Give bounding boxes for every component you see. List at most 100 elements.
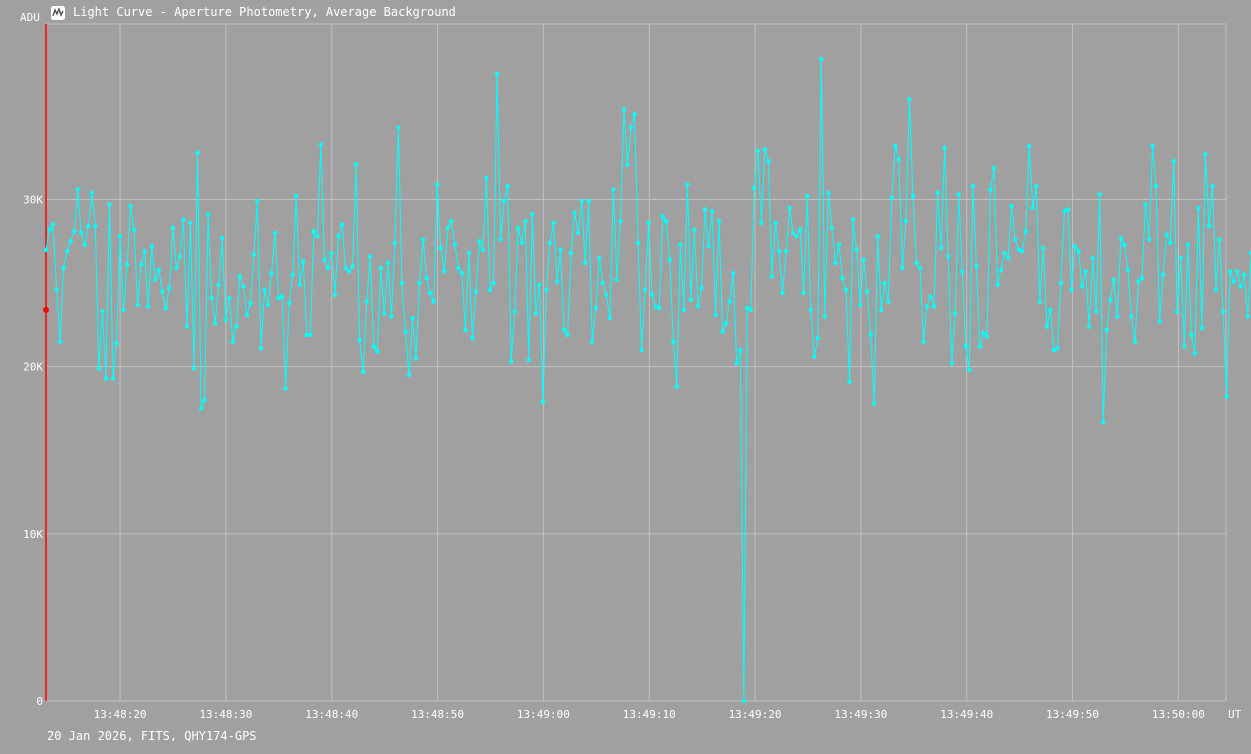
data-point bbox=[431, 299, 436, 304]
data-point bbox=[420, 237, 426, 242]
data-point bbox=[114, 341, 119, 346]
data-point bbox=[639, 347, 644, 353]
data-point bbox=[1238, 284, 1243, 289]
data-point bbox=[759, 220, 764, 226]
data-point bbox=[762, 147, 768, 152]
data-point bbox=[657, 306, 662, 311]
data-point bbox=[776, 249, 782, 254]
data-point bbox=[1203, 152, 1208, 157]
data-point bbox=[840, 275, 845, 281]
data-point bbox=[1185, 242, 1191, 247]
data-point bbox=[709, 209, 715, 214]
data-point bbox=[297, 282, 302, 287]
data-point bbox=[530, 212, 535, 217]
data-point bbox=[251, 252, 257, 257]
data-point bbox=[392, 240, 398, 246]
data-point bbox=[533, 311, 539, 316]
data-point bbox=[1016, 247, 1021, 252]
data-point bbox=[1065, 207, 1071, 212]
data-point bbox=[1108, 297, 1113, 302]
data-point bbox=[1051, 347, 1057, 353]
data-point bbox=[635, 240, 641, 246]
data-point bbox=[445, 225, 450, 231]
data-point bbox=[50, 222, 56, 227]
data-point bbox=[854, 247, 859, 252]
data-point bbox=[688, 297, 694, 302]
data-point bbox=[54, 287, 59, 292]
data-point bbox=[967, 367, 972, 373]
data-point bbox=[1072, 244, 1078, 249]
data-point bbox=[699, 285, 704, 291]
data-point bbox=[991, 165, 997, 170]
data-point bbox=[953, 311, 958, 316]
data-point bbox=[322, 257, 327, 262]
data-point bbox=[660, 214, 665, 219]
data-point bbox=[734, 361, 739, 366]
data-point bbox=[501, 199, 507, 204]
data-point bbox=[1217, 237, 1222, 242]
data-point bbox=[1164, 232, 1169, 237]
data-point bbox=[110, 376, 116, 381]
x-tick-label: 13:49:10 bbox=[623, 708, 676, 721]
data-point bbox=[1122, 242, 1127, 247]
data-point bbox=[484, 175, 489, 180]
data-point bbox=[82, 242, 88, 247]
data-point bbox=[1150, 143, 1155, 149]
data-point bbox=[1168, 240, 1173, 246]
data-point bbox=[220, 235, 225, 241]
data-point bbox=[1178, 255, 1184, 261]
data-point bbox=[96, 366, 102, 371]
data-point bbox=[505, 183, 510, 189]
data-point bbox=[456, 265, 461, 271]
data-point bbox=[290, 272, 295, 277]
x-tick-label: 13:50:00 bbox=[1152, 708, 1205, 721]
data-point bbox=[748, 307, 753, 312]
data-point bbox=[1027, 143, 1032, 149]
data-point bbox=[537, 282, 542, 287]
data-point bbox=[995, 282, 1000, 287]
data-point bbox=[135, 302, 140, 307]
data-point bbox=[64, 249, 70, 254]
data-point bbox=[1005, 255, 1011, 261]
data-point bbox=[882, 280, 887, 286]
x-tick-label: 13:48:20 bbox=[94, 708, 147, 721]
data-point bbox=[593, 306, 598, 311]
data-point bbox=[153, 277, 158, 282]
data-point bbox=[276, 295, 281, 301]
data-point bbox=[1143, 202, 1148, 207]
data-point bbox=[121, 307, 126, 312]
data-point bbox=[100, 309, 105, 314]
data-point bbox=[611, 187, 616, 192]
data-point bbox=[914, 260, 919, 266]
data-point bbox=[886, 299, 891, 304]
data-point bbox=[713, 312, 718, 318]
data-point bbox=[167, 285, 172, 291]
data-point bbox=[1069, 287, 1074, 292]
grid bbox=[45, 23, 1227, 702]
data-point bbox=[565, 332, 570, 338]
data-point bbox=[177, 254, 183, 259]
window-title: Light Curve - Aperture Photometry, Avera… bbox=[73, 5, 456, 19]
data-point bbox=[960, 269, 965, 274]
y-tick-label: 10K bbox=[23, 528, 43, 541]
data-point bbox=[963, 344, 968, 349]
data-point bbox=[1235, 269, 1240, 274]
data-point bbox=[1171, 158, 1176, 164]
data-point bbox=[262, 287, 267, 292]
data-point bbox=[43, 247, 49, 252]
data-point bbox=[149, 244, 154, 249]
data-point bbox=[265, 302, 271, 307]
data-point bbox=[498, 237, 503, 242]
data-point bbox=[801, 290, 806, 296]
data-point bbox=[544, 287, 549, 292]
data-point bbox=[861, 257, 866, 262]
data-point bbox=[1132, 339, 1138, 344]
data-point bbox=[590, 339, 595, 344]
data-point bbox=[477, 239, 482, 244]
data-point bbox=[86, 224, 91, 229]
data-point bbox=[1034, 183, 1039, 189]
data-point bbox=[318, 142, 324, 147]
data-point bbox=[195, 150, 200, 155]
data-point bbox=[974, 264, 979, 269]
